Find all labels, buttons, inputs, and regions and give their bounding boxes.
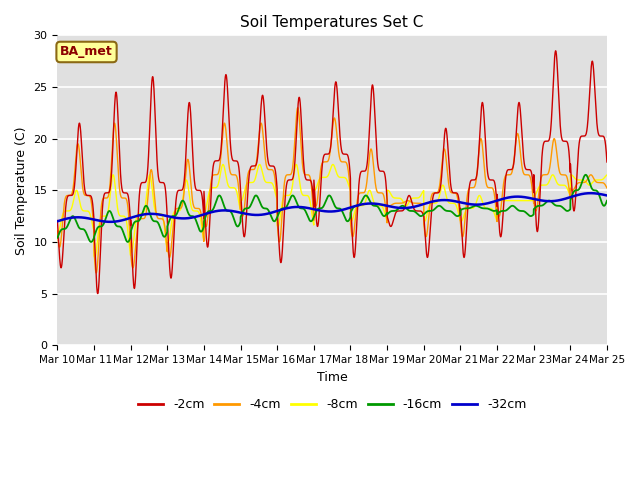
X-axis label: Time: Time (317, 371, 348, 384)
Y-axis label: Soil Temperature (C): Soil Temperature (C) (15, 126, 28, 254)
Text: BA_met: BA_met (60, 46, 113, 59)
Legend: -2cm, -4cm, -8cm, -16cm, -32cm: -2cm, -4cm, -8cm, -16cm, -32cm (133, 394, 531, 417)
Title: Soil Temperatures Set C: Soil Temperatures Set C (241, 15, 424, 30)
